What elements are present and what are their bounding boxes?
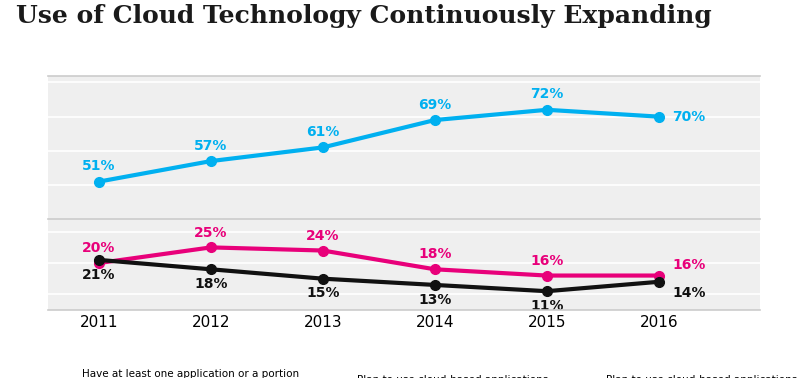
Text: 11%: 11% [530,299,563,313]
Text: 51%: 51% [82,159,116,173]
Text: Use of Cloud Technology Continuously Expanding: Use of Cloud Technology Continuously Exp… [16,4,712,28]
Text: 13%: 13% [418,293,452,307]
Text: 21%: 21% [82,268,116,282]
Text: 69%: 69% [419,98,452,112]
Text: 70%: 70% [672,110,705,124]
Text: 61%: 61% [306,125,339,139]
Text: 16%: 16% [672,258,705,272]
Text: 20%: 20% [82,241,116,255]
Text: 15%: 15% [306,287,339,301]
Text: 16%: 16% [530,254,563,268]
Text: 72%: 72% [530,87,563,101]
Text: 24%: 24% [306,229,339,243]
Text: 18%: 18% [194,277,228,291]
Legend: Have at least one application or a portion
of our computing infrastructure in th: Have at least one application or a porti… [47,365,801,378]
Text: 18%: 18% [418,248,452,262]
Text: 57%: 57% [194,139,228,153]
Text: 25%: 25% [194,226,228,240]
Text: 14%: 14% [672,285,705,299]
